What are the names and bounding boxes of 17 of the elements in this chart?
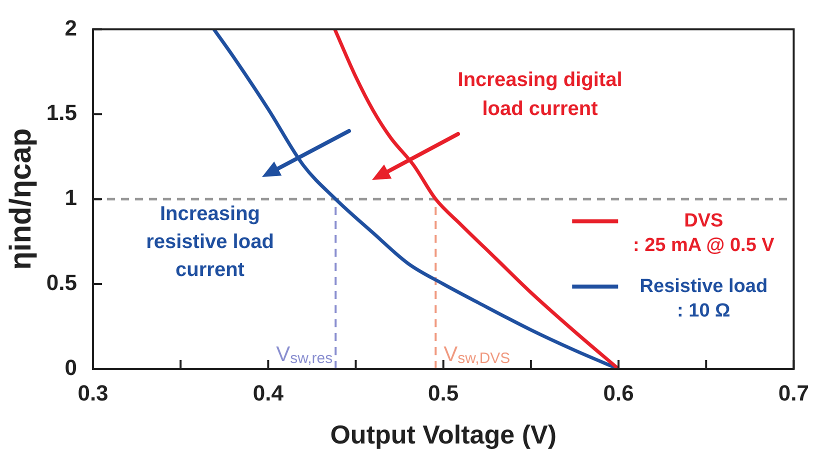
legend-label: Resistive load : 10 Ω	[640, 276, 768, 322]
annotation: Increasing digital load current	[458, 69, 622, 120]
y-tick-label: 0.5	[46, 270, 77, 296]
y-tick-label: 0	[64, 355, 77, 380]
x-tick-label: 0.6	[603, 380, 634, 406]
x-tick-label: 0.5	[428, 380, 459, 406]
y-tick-label: 1	[64, 185, 77, 210]
x-axis-title: Output Voltage (V)	[330, 420, 556, 450]
x-tick-label: 0.3	[78, 380, 108, 406]
x-tick-label: 0.4	[252, 380, 284, 406]
y-tick-label: 2	[64, 15, 77, 40]
y-axis-title: ηind/ηcap	[4, 128, 38, 270]
annotation: Increasing resistive load current	[146, 203, 274, 281]
x-tick-label: 0.7	[778, 380, 810, 406]
line-series	[332, 29, 620, 369]
text: DVS : 25 mA @ 0.5 V	[632, 210, 775, 256]
y-tick-label: 1.5	[46, 100, 77, 126]
